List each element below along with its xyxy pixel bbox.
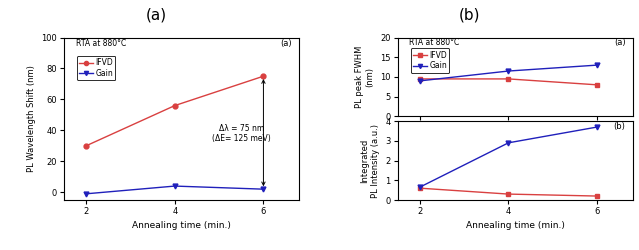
- Text: RTA at 880°C: RTA at 880°C: [410, 38, 459, 47]
- Y-axis label: Integrated
PL Intensity (a.u.): Integrated PL Intensity (a.u.): [360, 124, 380, 198]
- Text: (a): (a): [614, 38, 626, 47]
- Text: (b): (b): [459, 8, 481, 22]
- Legend: IFVD, Gain: IFVD, Gain: [411, 48, 449, 72]
- Text: (b): (b): [613, 122, 626, 131]
- Text: Δλ = 75 nm
(ΔE= 125 meV): Δλ = 75 nm (ΔE= 125 meV): [212, 124, 271, 143]
- X-axis label: Annealing time (min.): Annealing time (min.): [466, 222, 564, 230]
- Y-axis label: PL peak FWHM
(nm): PL peak FWHM (nm): [355, 46, 374, 108]
- Text: (a): (a): [281, 39, 292, 48]
- Text: (a): (a): [146, 8, 167, 22]
- X-axis label: Annealing time (min.): Annealing time (min.): [132, 222, 231, 230]
- Legend: IFVD, Gain: IFVD, Gain: [77, 56, 116, 80]
- Y-axis label: PL Wavelength Shift (nm): PL Wavelength Shift (nm): [27, 65, 36, 172]
- Text: RTA at 880°C: RTA at 880°C: [75, 39, 126, 48]
